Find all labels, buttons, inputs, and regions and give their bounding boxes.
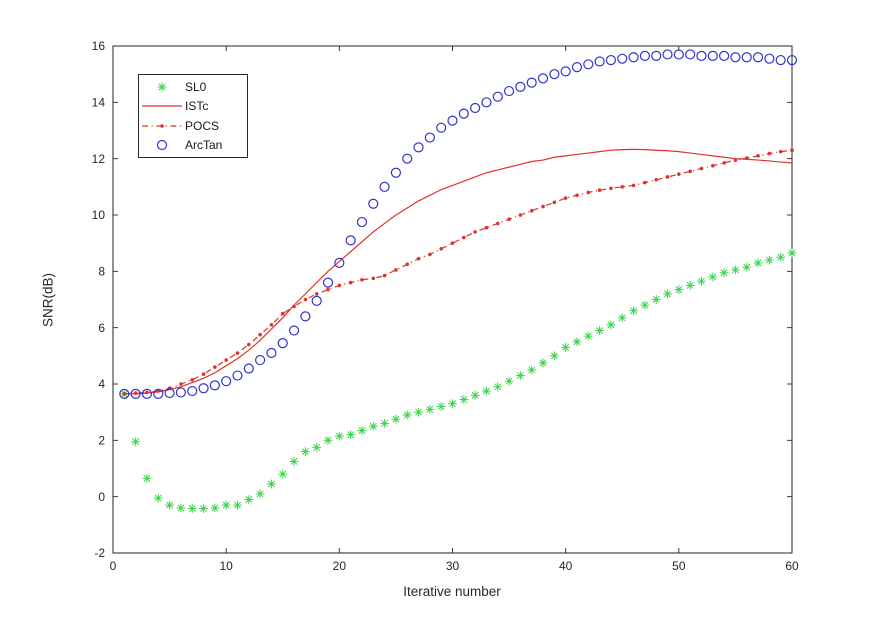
series-sl0 <box>119 248 797 513</box>
y-tick-label: 2 <box>98 434 105 448</box>
pocs-dashdot-marker-icon <box>139 118 185 134</box>
x-tick-label: 10 <box>219 559 233 573</box>
legend: SL0 ISTc POCS ArcTan <box>138 74 248 158</box>
y-axis-label: SNR(dB) <box>40 272 56 328</box>
legend-label-pocs: POCS <box>185 118 220 133</box>
x-tick-label: 40 <box>559 559 573 573</box>
istc-line-marker-icon <box>139 98 185 114</box>
y-tick-label: 14 <box>92 96 106 110</box>
x-tick-label: 60 <box>785 559 799 573</box>
y-tick-label: 4 <box>98 377 105 391</box>
sl0-asterisk-marker-icon <box>139 79 185 95</box>
legend-item-sl0: SL0 <box>139 77 247 96</box>
x-axis-label: Iterative number <box>403 584 501 599</box>
legend-label-arctan: ArcTan <box>185 138 223 153</box>
x-tick-label: 30 <box>446 559 460 573</box>
arctan-circle-marker-icon <box>139 137 185 153</box>
y-tick-label: 12 <box>92 152 106 166</box>
x-tick-label: 0 <box>110 559 117 573</box>
y-tick-label: 6 <box>98 321 105 335</box>
legend-item-arctan: ArcTan <box>139 136 247 155</box>
legend-item-pocs: POCS <box>139 116 247 135</box>
y-tick-label: 10 <box>92 208 106 222</box>
y-tick-label: 8 <box>98 265 105 279</box>
x-tick-label: 50 <box>672 559 686 573</box>
y-tick-label: 16 <box>92 39 106 53</box>
series-arctan <box>119 49 798 399</box>
x-tick-label: 20 <box>333 559 347 573</box>
y-tick-label: 0 <box>98 490 105 504</box>
legend-label-sl0: SL0 <box>185 79 207 94</box>
legend-item-istc: ISTc <box>139 97 247 116</box>
axis-ticks: 0 10 20 30 40 50 60 -2 0 2 4 6 8 10 12 14 16 <box>92 39 799 573</box>
y-tick-label: -2 <box>94 546 105 560</box>
series-pocs <box>122 148 794 396</box>
series-istc <box>124 148 793 395</box>
legend-label-istc: ISTc <box>185 99 209 114</box>
